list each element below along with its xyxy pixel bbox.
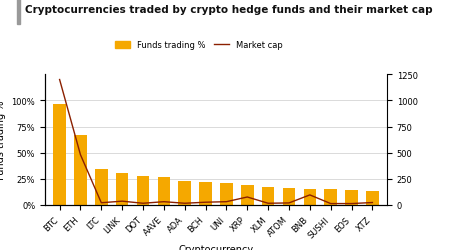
- Bar: [366, 192, 378, 205]
- Bar: [199, 182, 212, 205]
- Bar: [137, 176, 149, 205]
- Bar: [179, 181, 191, 205]
- Bar: [74, 135, 87, 205]
- Y-axis label: Funds trading %: Funds trading %: [0, 100, 6, 180]
- Text: Cryptocurrencies traded by crypto hedge funds and their market cap: Cryptocurrencies traded by crypto hedge …: [25, 5, 432, 15]
- X-axis label: Cryptocurrency: Cryptocurrency: [179, 244, 253, 250]
- Bar: [95, 170, 108, 205]
- Bar: [324, 190, 337, 205]
- Bar: [54, 104, 66, 205]
- Bar: [220, 183, 233, 205]
- Legend: Funds trading %, Market cap: Funds trading %, Market cap: [112, 38, 286, 53]
- Bar: [158, 177, 170, 205]
- Bar: [262, 187, 274, 205]
- Bar: [283, 188, 295, 205]
- Bar: [241, 185, 253, 205]
- Bar: [345, 190, 358, 205]
- Bar: [116, 174, 128, 205]
- Bar: [304, 190, 316, 205]
